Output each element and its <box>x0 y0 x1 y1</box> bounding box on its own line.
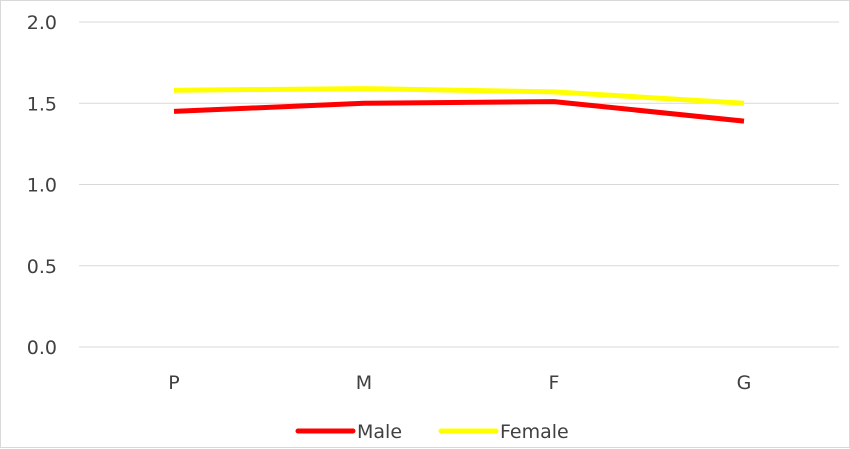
legend-label-female: Female <box>500 421 569 443</box>
y-axis-ticks: 0.0 0.5 1.0 1.5 2.0 <box>27 12 57 359</box>
x-tick-label: P <box>168 372 179 394</box>
x-tick-label: F <box>549 372 560 394</box>
y-tick-label: 1.0 <box>27 175 57 197</box>
y-tick-label: 0.0 <box>27 337 57 359</box>
y-tick-label: 1.5 <box>27 93 57 115</box>
legend-label-male: Male <box>357 421 402 443</box>
series-layer <box>173 86 745 124</box>
legend: Male Female <box>295 421 569 443</box>
y-tick-label: 2.0 <box>27 12 57 34</box>
series-line-female <box>173 86 745 106</box>
x-tick-label: G <box>737 372 752 394</box>
series-line-male <box>173 99 745 124</box>
y-tick-label: 0.5 <box>27 256 57 278</box>
x-tick-label: M <box>356 372 372 394</box>
grid-layer <box>79 21 839 348</box>
